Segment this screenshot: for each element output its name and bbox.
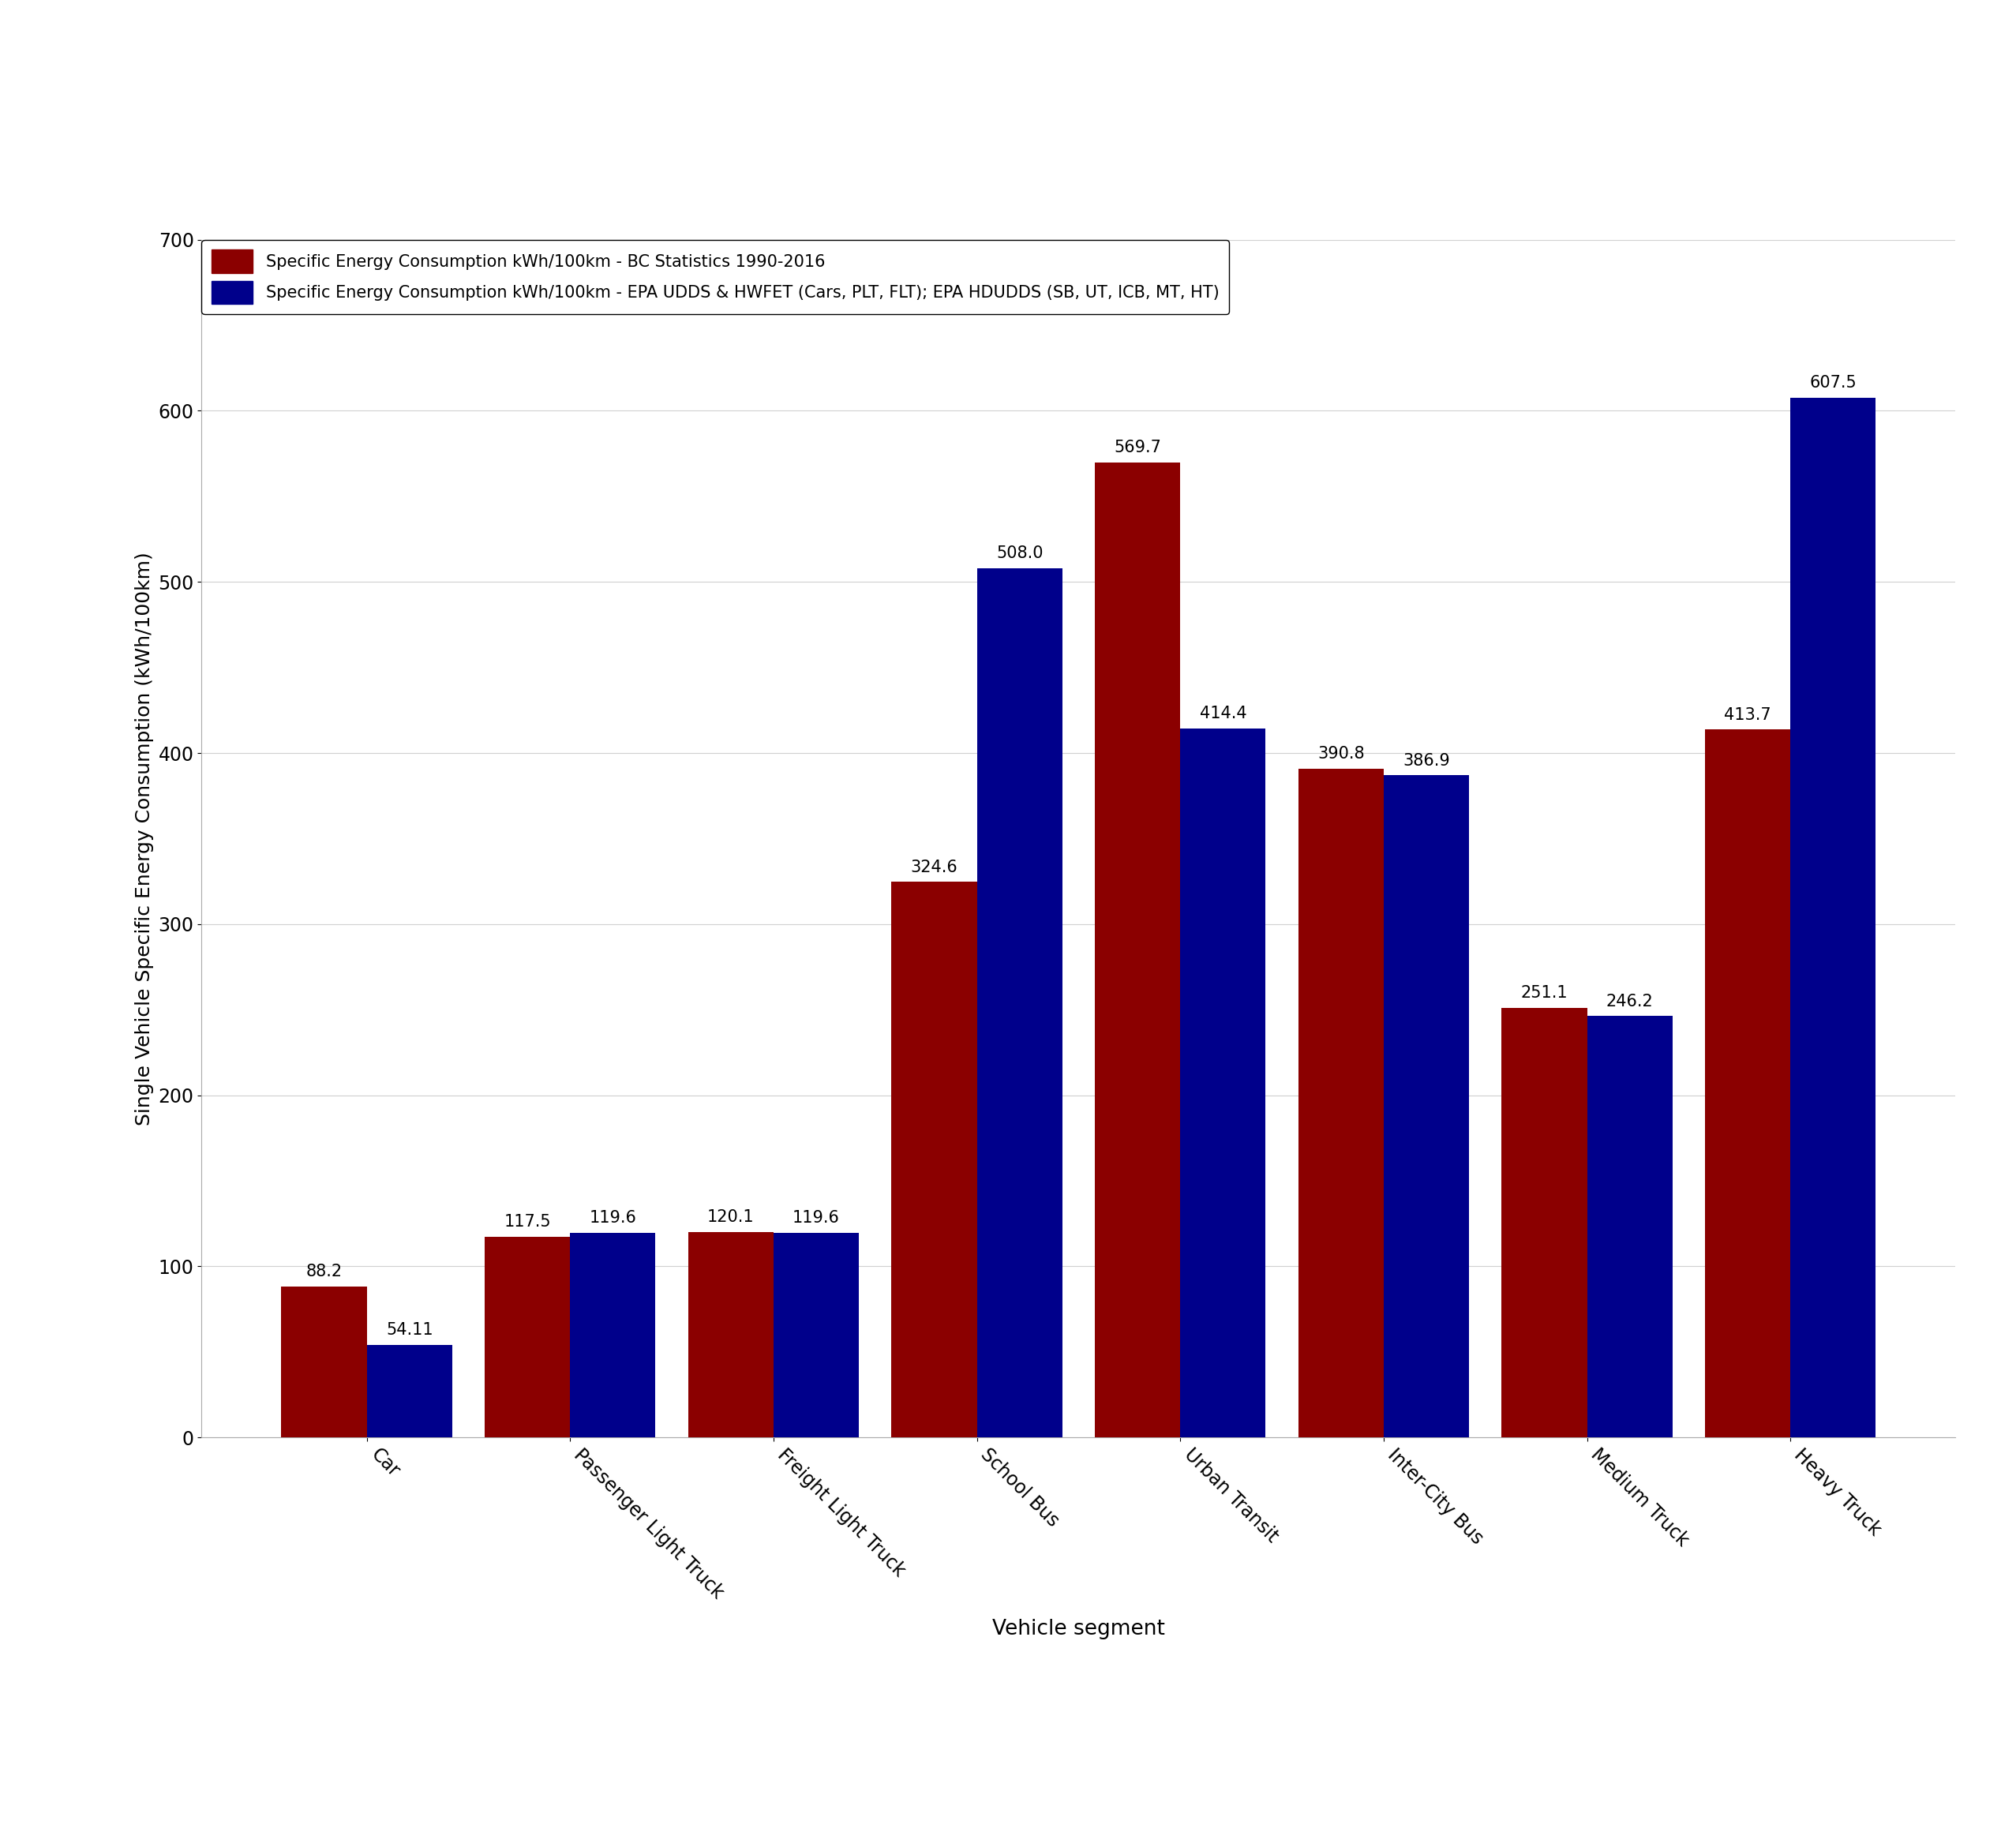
- Bar: [978, 568, 1062, 1438]
- Text: 413.7: 413.7: [1724, 708, 1772, 722]
- Text: 119.6: 119.6: [792, 1211, 841, 1226]
- Bar: [1383, 776, 1470, 1438]
- Text: 88.2: 88.2: [306, 1264, 343, 1279]
- Bar: [1706, 730, 1790, 1438]
- Bar: [1502, 1008, 1587, 1438]
- Bar: [1298, 769, 1383, 1438]
- X-axis label: Vehicle segment: Vehicle segment: [992, 1618, 1165, 1640]
- Legend: Specific Energy Consumption kWh/100km - BC Statistics 1990-2016, Specific Energy: Specific Energy Consumption kWh/100km - …: [202, 240, 1230, 313]
- Text: 607.5: 607.5: [1810, 376, 1857, 391]
- Text: 117.5: 117.5: [504, 1215, 550, 1229]
- Text: 386.9: 386.9: [1403, 752, 1450, 769]
- Text: 324.6: 324.6: [911, 859, 958, 875]
- Text: 54.11: 54.11: [385, 1321, 433, 1338]
- Text: 119.6: 119.6: [589, 1211, 637, 1226]
- Bar: [1587, 1015, 1673, 1438]
- Text: 390.8: 390.8: [1316, 746, 1365, 761]
- Bar: [282, 1286, 367, 1438]
- Bar: [571, 1233, 655, 1438]
- Bar: [1179, 728, 1266, 1438]
- Bar: [687, 1231, 774, 1438]
- Text: 246.2: 246.2: [1607, 993, 1653, 1010]
- Bar: [1790, 398, 1875, 1438]
- Text: 508.0: 508.0: [996, 546, 1042, 562]
- Text: 569.7: 569.7: [1115, 440, 1161, 455]
- Text: 120.1: 120.1: [708, 1209, 754, 1226]
- Text: 251.1: 251.1: [1520, 986, 1568, 1001]
- Bar: [484, 1237, 571, 1438]
- Bar: [774, 1233, 859, 1438]
- Bar: [367, 1345, 452, 1438]
- Y-axis label: Single Vehicle Specific Energy Consumption (kWh/100km): Single Vehicle Specific Energy Consumpti…: [135, 551, 153, 1126]
- Text: 414.4: 414.4: [1200, 706, 1246, 721]
- Bar: [1095, 463, 1179, 1438]
- Bar: [891, 883, 978, 1438]
